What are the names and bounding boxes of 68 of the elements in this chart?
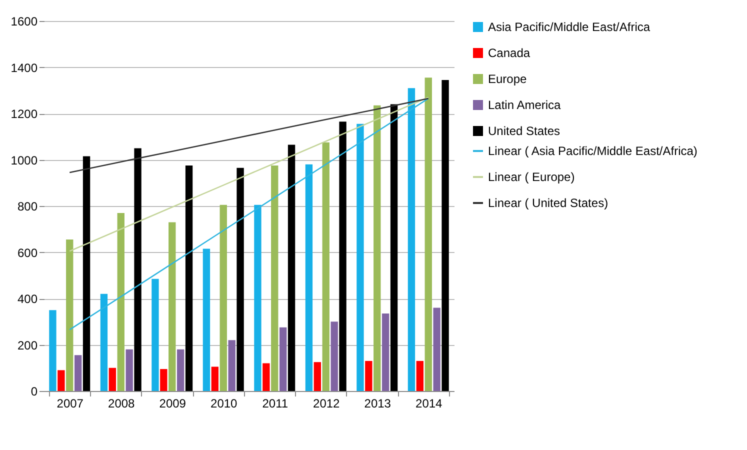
bar — [108, 368, 116, 391]
y-tick-label: 400 — [17, 292, 38, 306]
bar — [185, 166, 193, 391]
x-tick-label: 2009 — [159, 396, 186, 410]
bar — [228, 340, 236, 391]
bar — [356, 124, 364, 391]
bar — [211, 366, 219, 391]
legend-label: Europe — [488, 72, 528, 86]
y-tick-label: 0 — [30, 384, 38, 398]
legend-label: Latin America — [488, 98, 562, 112]
x-tick-label: 2008 — [108, 396, 136, 410]
y-tick-label: 1400 — [10, 60, 38, 75]
y-tick-label: 1600 — [10, 14, 38, 28]
line-series — [68, 98, 430, 174]
bar — [271, 166, 278, 391]
bar — [236, 168, 244, 391]
bar — [58, 370, 65, 391]
legend-label: United States — [488, 124, 560, 138]
line-series — [68, 98, 430, 330]
bar — [442, 80, 449, 391]
bar — [365, 360, 372, 391]
bar — [126, 349, 133, 391]
bar — [160, 369, 168, 391]
legend-label: Linear ( United States) — [488, 196, 608, 210]
bar — [220, 204, 227, 391]
bar — [82, 156, 90, 391]
bar — [262, 363, 270, 391]
bar — [433, 308, 440, 391]
bar — [330, 322, 338, 391]
legend-label: Asia Pacific/Middle East/Africa — [488, 20, 650, 34]
bar — [176, 349, 184, 391]
line-series — [68, 96, 430, 252]
legend-label: Linear ( Asia Pacific/Middle East/Africa) — [488, 144, 698, 158]
x-tick-label: 2007 — [56, 396, 84, 410]
bar — [416, 360, 424, 391]
y-tick-label: 800 — [17, 200, 38, 214]
legend-label: Canada — [488, 46, 530, 60]
bar — [339, 122, 346, 391]
y-tick-label: 200 — [17, 338, 38, 352]
bar — [168, 222, 176, 391]
legend-label: Linear ( Europe) — [488, 170, 575, 184]
x-tick-label: 2012 — [313, 396, 340, 410]
bar — [134, 148, 142, 391]
bar — [424, 78, 432, 391]
y-tick-label: 1200 — [10, 107, 38, 121]
x-tick-label: 2010 — [210, 396, 238, 410]
bar — [100, 294, 108, 391]
bar — [254, 204, 262, 391]
y-tick-label: 600 — [17, 246, 38, 260]
bar — [152, 278, 159, 391]
bar — [305, 164, 313, 391]
bar — [390, 104, 398, 391]
bar — [117, 212, 124, 391]
x-tick-label: 2013 — [364, 396, 392, 410]
bar — [382, 314, 390, 391]
bar — [74, 355, 82, 391]
bar — [279, 327, 287, 391]
bar — [202, 248, 210, 391]
bar — [49, 310, 56, 391]
x-tick-label: 2011 — [262, 396, 288, 410]
bar — [374, 105, 381, 391]
bar — [322, 142, 330, 391]
bar — [288, 144, 296, 391]
x-tick-label: 2014 — [416, 396, 443, 410]
bar — [314, 362, 322, 391]
bar — [408, 88, 416, 391]
y-tick-label: 1000 — [10, 153, 38, 168]
bar — [66, 240, 74, 391]
